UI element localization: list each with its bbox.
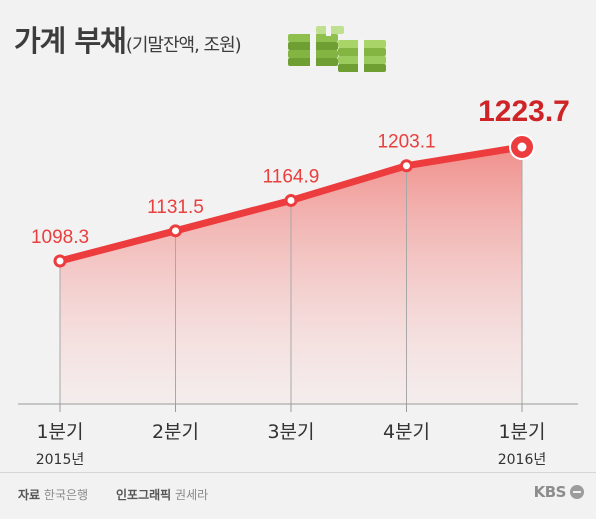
chart-title: 가계 부채(기말잔액, 조원) (14, 18, 242, 60)
data-label-3: 1164.9 (263, 166, 320, 187)
chart-title-main: 가계 부채 (14, 24, 127, 58)
data-point-4 (400, 159, 413, 173)
data-point-1 (53, 254, 67, 268)
data-label-5: 1223.7 (478, 95, 570, 128)
x-tick-label-1: 1분기 (36, 421, 83, 443)
data-label-1: 1098.3 (31, 227, 89, 248)
x-year-label-5: 2016년 (498, 452, 547, 468)
graphic-label: 인포그래픽 (116, 488, 172, 502)
source-credit: 자료 한국은행 (18, 486, 88, 503)
graphic-credit: 인포그래픽 권세라 (116, 486, 208, 503)
line-area-chart: 1098.3 1131.5 1164.9 1203.1 1223.7 1분기 2015년 2… (18, 95, 578, 468)
source-value: 한국은행 (43, 488, 89, 502)
x-tick-label-2: 2분기 (152, 421, 199, 443)
data-label-4: 1203.1 (377, 132, 435, 153)
kbs-logo-icon (570, 485, 584, 499)
source-label: 자료 (18, 488, 41, 502)
data-point-2 (169, 224, 182, 238)
x-tick-label-5: 1분기 (498, 421, 545, 443)
money-stack-icon (288, 24, 386, 74)
graphic-value: 권세라 (175, 488, 209, 502)
x-tick-label-3: 3분기 (267, 421, 314, 443)
footer: 자료 한국은행 인포그래픽 권세라 KBS (0, 472, 596, 519)
data-label-2: 1131.5 (147, 197, 204, 218)
chart-title-sub: (기말잔액, 조원) (125, 35, 242, 56)
x-tick-label-4: 4분기 (383, 421, 430, 443)
x-year-label-1: 2015년 (36, 452, 85, 468)
kbs-logo: KBS (534, 483, 584, 501)
kbs-logo-text: KBS (533, 483, 567, 501)
data-point-3 (284, 193, 298, 207)
data-point-highlight-center (517, 142, 527, 152)
